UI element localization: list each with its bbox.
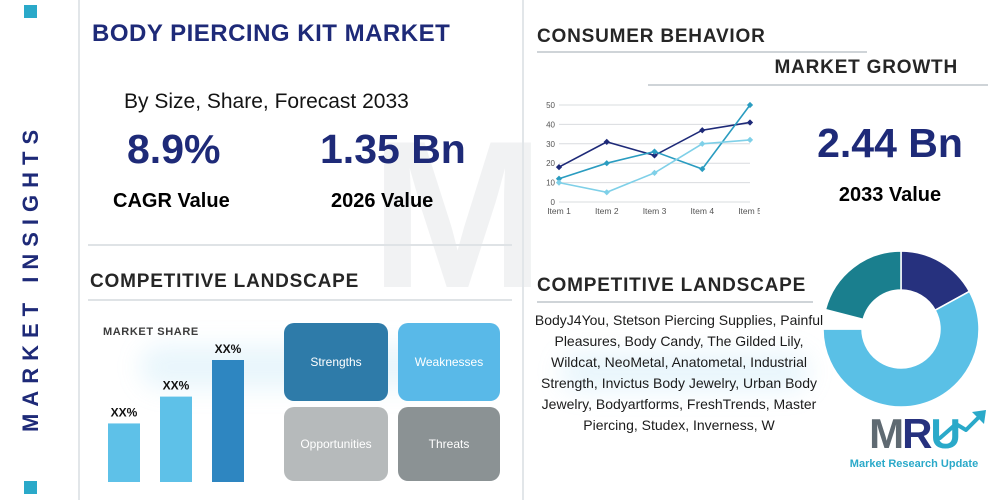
- corner-square-top: [24, 5, 37, 18]
- sidebar-divider: [78, 0, 80, 500]
- section-competitive-landscape-right: COMPETITIVE LANDSCAPE: [537, 275, 807, 296]
- market-share-title: MARKET SHARE: [103, 326, 199, 338]
- svg-text:50: 50: [546, 101, 555, 110]
- page-title: BODY PIERCING KIT MARKET: [92, 20, 451, 47]
- value-2026: 1.35 Bn: [320, 126, 466, 172]
- svg-text:40: 40: [546, 120, 555, 129]
- logo-growth-arrow-icon: [938, 410, 986, 440]
- section-market-growth: MARKET GROWTH: [774, 57, 958, 78]
- cagr-label: CAGR Value: [113, 190, 230, 212]
- svg-text:XX%: XX%: [111, 405, 138, 419]
- svg-text:20: 20: [546, 159, 555, 168]
- svg-text:XX%: XX%: [215, 342, 242, 356]
- svg-text:0: 0: [551, 198, 556, 207]
- brand-logo-letters: MRU: [838, 412, 990, 456]
- right-competitive-underline: [537, 301, 813, 303]
- svg-text:XX%: XX%: [163, 379, 190, 393]
- cagr-value: 8.9%: [127, 126, 221, 172]
- section-competitive-landscape-left: COMPETITIVE LANDSCAPE: [90, 271, 360, 292]
- logo-letter-m: M: [869, 410, 904, 457]
- logo-letter-r: R: [902, 410, 932, 457]
- consumer-behavior-line-chart: 0 10 20 30 40 50 Item 1 Item 2 Item 3 Item 4 Item …: [535, 100, 762, 218]
- value-2026-label: 2026 Value: [331, 190, 434, 212]
- left-divider: [88, 244, 512, 246]
- brand-logo: MRU Market Research Update: [838, 410, 990, 490]
- svg-text:Item 2: Item 2: [595, 206, 619, 216]
- companies-list: BodyJ4You, Stetson Piercing Supplies, Pa…: [534, 312, 824, 433]
- swot-strengths: Strengths: [284, 323, 388, 401]
- page-subtitle: By Size, Share, Forecast 2033: [124, 90, 409, 113]
- swot-weaknesses: Weaknesses: [398, 323, 500, 401]
- logo-tagline: Market Research Update: [849, 458, 979, 470]
- swot-opportunities: Opportunities: [284, 407, 388, 481]
- section-consumer-behavior: CONSUMER BEHAVIOR: [537, 26, 766, 47]
- svg-text:Item 3: Item 3: [643, 206, 667, 216]
- watermark-band-right: [560, 352, 810, 392]
- watermark-monogram: M: [370, 97, 545, 332]
- sidebar-vertical-title: MARKET INSIGHTS: [18, 122, 43, 432]
- market-share-bar-chart: XX% XX% XX%: [98, 333, 258, 482]
- svg-text:Item 4: Item 4: [690, 206, 714, 216]
- swot-threats: Threats: [398, 407, 500, 481]
- svg-text:Item 1: Item 1: [547, 206, 571, 216]
- value-2033-label: 2033 Value: [838, 184, 942, 206]
- value-2033: 2.44 Bn: [817, 120, 963, 166]
- svg-text:10: 10: [546, 179, 555, 188]
- svg-text:Item 5: Item 5: [738, 206, 760, 216]
- corner-square-bottom: [24, 481, 37, 494]
- svg-text:30: 30: [546, 140, 555, 149]
- market-share-donut-chart: [820, 250, 982, 408]
- left-competitive-underline: [88, 299, 512, 301]
- column-divider: [522, 0, 524, 500]
- growth-underline: [648, 84, 988, 86]
- consumer-underline: [537, 51, 867, 53]
